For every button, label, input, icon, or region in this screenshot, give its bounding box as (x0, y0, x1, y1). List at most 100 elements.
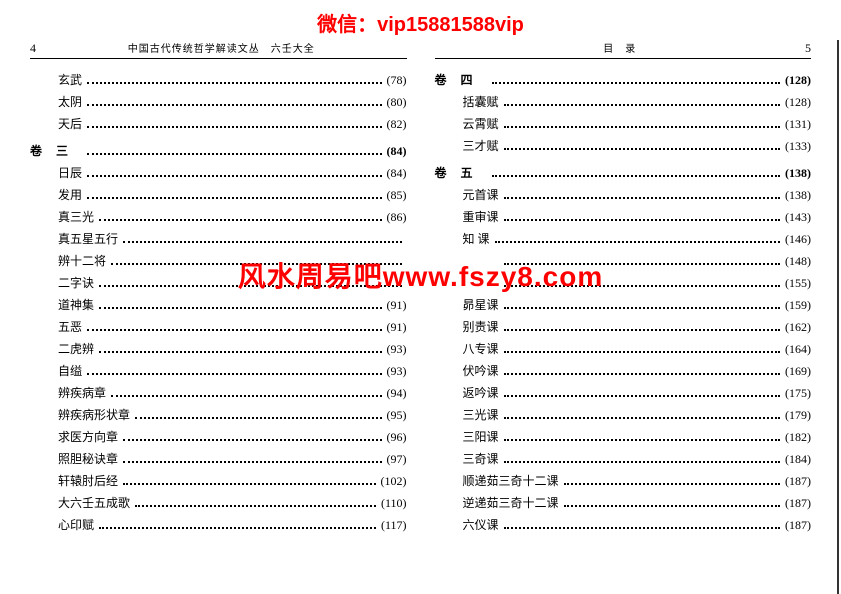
leader-dots (564, 483, 780, 485)
toc-entry: 三阳课(182) (435, 428, 812, 445)
section-page: (84) (385, 144, 407, 159)
entry-label: 别责课 (463, 318, 501, 335)
entry-label: 真五星五行 (58, 230, 120, 247)
left-page-number: 4 (30, 41, 36, 56)
leader-dots (123, 483, 375, 485)
entry-label: 轩辕肘后经 (58, 472, 120, 489)
toc-entry: 道神集(91) (30, 296, 407, 313)
toc-entry: 逆递茹三奇十二课(187) (435, 494, 812, 511)
entry-page: (91) (385, 298, 407, 313)
right-page: 目 录 5 卷四(128)括囊赋(128)云霄赋(131)三才赋(133)卷五(… (421, 40, 841, 594)
book-spread: 4 中国古代传统哲学解读文丛 六壬大全 玄武(78)太阴(80)天后(82)卷三… (0, 0, 841, 594)
leader-dots (504, 148, 780, 150)
leader-dots (504, 417, 780, 419)
leader-dots (504, 351, 780, 353)
toc-entry: 六仪课(187) (435, 516, 812, 533)
toc-entry: 括囊赋(128) (435, 93, 812, 110)
entry-label: 二字诀 (58, 274, 96, 291)
entry-page: (96) (385, 430, 407, 445)
leader-dots (111, 395, 381, 397)
toc-entry: 三奇课(184) (435, 450, 812, 467)
section-label: 卷五 (435, 164, 489, 181)
leader-dots (87, 175, 381, 177)
leader-dots (504, 461, 780, 463)
entry-page: (91) (385, 320, 407, 335)
entry-page: (94) (385, 386, 407, 401)
entry-label: 自缢 (58, 362, 84, 379)
watermark-top: 微信：vip15881588vip (317, 8, 524, 37)
leader-dots (504, 373, 780, 375)
entry-page: (78) (385, 73, 407, 88)
entry-page: (187) (783, 518, 811, 533)
entry-page: (179) (783, 408, 811, 423)
toc-entry: 日辰 (84) (30, 164, 407, 181)
entry-page: (97) (385, 452, 407, 467)
toc-entry: 辨疾病形状章(95) (30, 406, 407, 423)
toc-entry: 照胆秘诀章(97) (30, 450, 407, 467)
entry-label: 辨十二将 (58, 252, 108, 269)
left-page: 4 中国古代传统哲学解读文丛 六壬大全 玄武(78)太阴(80)天后(82)卷三… (0, 40, 421, 594)
entry-page: (159) (783, 298, 811, 313)
entry-page: (128) (783, 95, 811, 110)
entry-label: 三奇课 (463, 450, 501, 467)
entry-page: (133) (783, 139, 811, 154)
toc-entry: 三才赋(133) (435, 137, 812, 154)
entry-page: (93) (385, 364, 407, 379)
leader-dots (99, 219, 381, 221)
entry-page: (93) (385, 342, 407, 357)
entry-label: 玄武 (58, 71, 84, 88)
section-page: (138) (783, 166, 811, 181)
entry-page: (110) (379, 496, 407, 511)
entry-label: 知 课 (463, 230, 492, 247)
leader-dots (495, 241, 780, 243)
entry-page: (164) (783, 342, 811, 357)
section-label: 卷三 (30, 142, 84, 159)
toc-entry: 真三光(86) (30, 208, 407, 225)
toc-entry: 伏吟课 (169) (435, 362, 812, 379)
entry-label: 辨疾病形状章 (58, 406, 132, 423)
leader-dots (87, 153, 381, 155)
leader-dots (87, 329, 381, 331)
left-toc: 玄武(78)太阴(80)天后(82)卷三(84)日辰(84)发用(85)真三光(… (30, 71, 407, 533)
toc-entry: 重审课(143) (435, 208, 812, 225)
leader-dots (87, 104, 381, 106)
entry-page: (169) (783, 364, 811, 379)
entry-label: 伏吟课 (463, 362, 501, 379)
toc-entry: 心印赋(117) (30, 516, 407, 533)
section-heading: 卷三 (84) (30, 142, 407, 159)
entry-label: 五恶 (58, 318, 84, 335)
leader-dots (87, 126, 381, 128)
leader-dots (504, 219, 780, 221)
entry-label: 三光课 (463, 406, 501, 423)
entry-label: 八专课 (463, 340, 501, 357)
toc-entry: 真五星五行 (30, 230, 407, 247)
entry-label: 真三光 (58, 208, 96, 225)
entry-label: 辨疾病章 (58, 384, 108, 401)
leader-dots (504, 329, 780, 331)
toc-entry: 求医方向章(96) (30, 428, 407, 445)
page-gutter-line (837, 40, 839, 594)
entry-label: 三阳课 (463, 428, 501, 445)
section-heading: 卷五 (138) (435, 164, 812, 181)
entry-page: (138) (783, 188, 811, 203)
toc-entry: 知 课(146) (435, 230, 812, 247)
leader-dots (504, 104, 780, 106)
right-page-number: 5 (805, 41, 811, 56)
leader-dots (504, 395, 780, 397)
section-page: (128) (783, 73, 811, 88)
toc-entry: 顺递茹三奇十二课(187) (435, 472, 812, 489)
toc-entry: 大六壬五成歌(110) (30, 494, 407, 511)
toc-entry: 天后(82) (30, 115, 407, 132)
entry-label: 心印赋 (58, 516, 96, 533)
leader-dots (504, 439, 780, 441)
right-header-title: 目 录 (603, 40, 636, 55)
entry-label: 日辰 (58, 164, 84, 181)
leader-dots (504, 126, 780, 128)
entry-label: 天后 (58, 115, 84, 132)
entry-page: (162) (783, 320, 811, 335)
entry-page: (84) (385, 166, 407, 181)
entry-page: (131) (783, 117, 811, 132)
leader-dots (492, 175, 780, 177)
watermark-mid: 风水周易吧www.fszy8.com (238, 255, 603, 295)
toc-entry: 辨疾病章 (94) (30, 384, 407, 401)
